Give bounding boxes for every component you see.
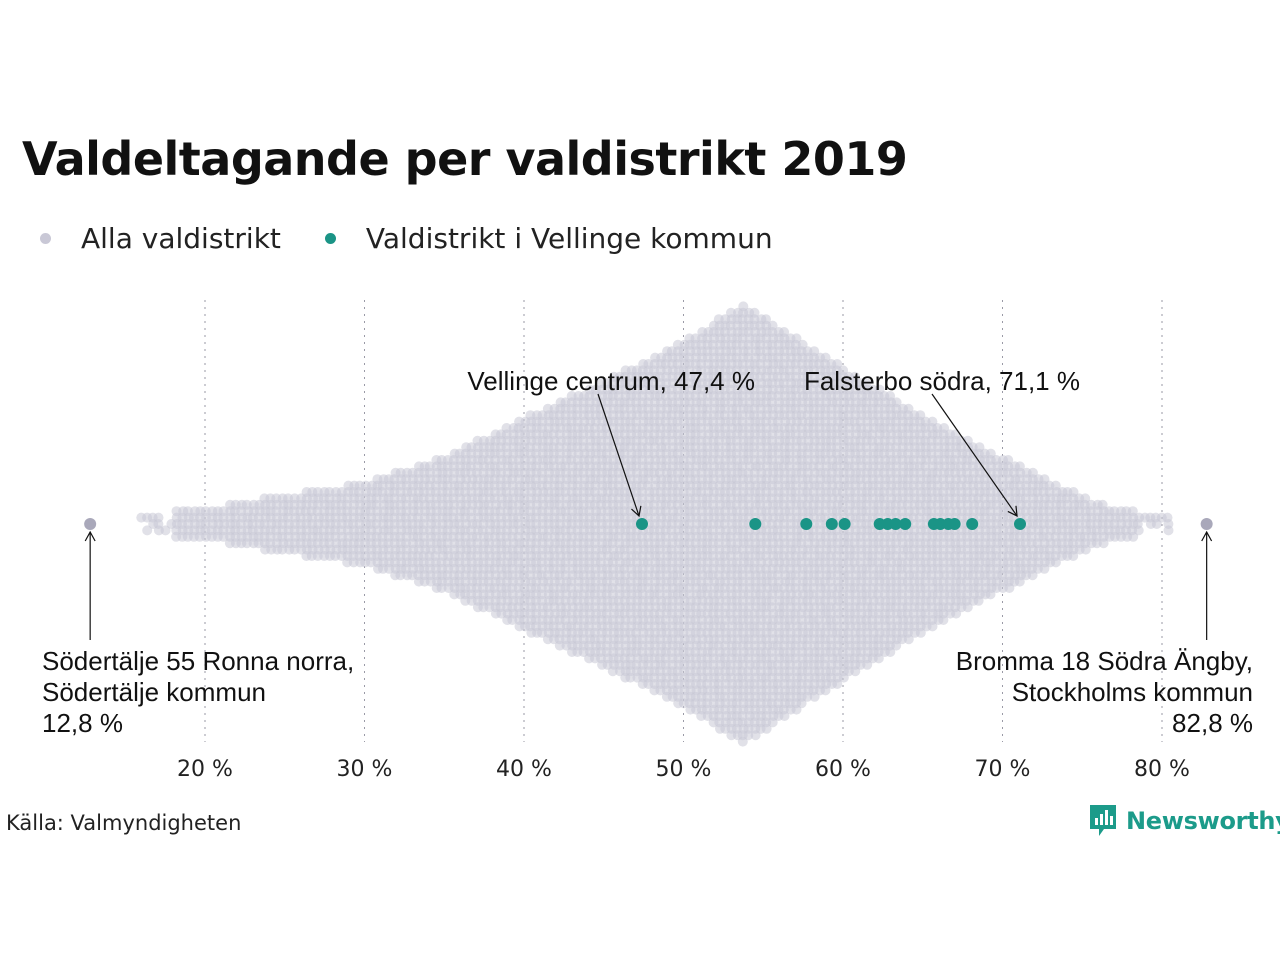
legend-label-vellinge: Valdistrikt i Vellinge kommun xyxy=(365,222,773,255)
point-vellinge xyxy=(825,518,838,530)
annotation-vellinge-centrum: Vellinge centrum, 47,4 % xyxy=(467,366,755,396)
swarm-point xyxy=(142,525,153,536)
swarm-point xyxy=(915,627,926,638)
x-tick-label-40: 40 % xyxy=(496,757,552,782)
brand-name: Newsworthy xyxy=(1126,807,1280,835)
arrowhead xyxy=(1007,505,1018,518)
swarm-point xyxy=(507,615,518,625)
swarm-point xyxy=(761,723,772,734)
annotations: Vellinge centrum, 47,4 % Falsterbo södra,… xyxy=(42,366,1253,738)
swarm-point xyxy=(1068,551,1079,561)
swarm-point xyxy=(1080,544,1091,555)
point-vellinge xyxy=(889,518,902,530)
swarm-point xyxy=(938,615,949,625)
point-vellinge xyxy=(838,518,851,530)
points-vellinge xyxy=(636,518,1026,530)
arrowhead xyxy=(1201,530,1213,542)
swarm-point xyxy=(607,666,618,677)
point-vellinge xyxy=(1014,518,1026,530)
swarm-points-alla xyxy=(84,301,1213,747)
x-tick-label-60: 60 % xyxy=(815,757,871,782)
swarm-point xyxy=(436,583,447,593)
swarm-point xyxy=(779,711,790,721)
point-vellinge xyxy=(899,518,912,530)
swarm-point xyxy=(160,525,171,536)
swarm-point xyxy=(820,685,831,696)
swarm-point xyxy=(1163,525,1174,536)
arrow-vellinge-centrum xyxy=(597,393,640,517)
point-min-sodertalje xyxy=(84,518,97,530)
point-vellinge xyxy=(749,518,762,530)
legend-item-vellinge: Valdistrikt i Vellinge kommun xyxy=(324,222,773,255)
swarm-point xyxy=(743,730,754,741)
annotation-bromma: Bromma 18 Södra Ängby, Stockholms kommun 8… xyxy=(956,646,1253,738)
arrow-falsterbo-sodra xyxy=(931,393,1018,517)
swarm-point xyxy=(767,717,778,728)
source-note: Källa: Valmyndigheten xyxy=(6,811,242,835)
point-vellinge xyxy=(966,518,979,530)
arrowhead xyxy=(84,530,96,542)
swarm-point xyxy=(802,691,813,702)
swarm-point xyxy=(1014,576,1025,587)
point-vellinge xyxy=(636,518,648,530)
x-tick-label-50: 50 % xyxy=(656,757,712,782)
x-tick-label-20: 20 % xyxy=(177,757,233,782)
chart-title: Valdeltagande per valdistrikt 2019 xyxy=(22,132,908,186)
swarm-point xyxy=(832,679,843,689)
swarm-point xyxy=(873,653,884,664)
swarm-point xyxy=(927,621,938,632)
swarm-point xyxy=(277,544,288,555)
swarm-point xyxy=(903,634,914,645)
annotation-falsterbo-sodra: Falsterbo södra, 71,1 % xyxy=(804,366,1080,396)
brand[interactable]: Newsworthy xyxy=(1088,803,1280,839)
swarm-point xyxy=(885,647,896,657)
swarm-point xyxy=(1039,563,1050,574)
x-tick-label-80: 80 % xyxy=(1134,757,1190,782)
legend-label-alla: Alla valdistrikt xyxy=(81,222,281,255)
point-vellinge xyxy=(800,518,813,530)
arrowhead xyxy=(631,505,642,518)
swarm-point xyxy=(1050,557,1061,568)
swarm-point xyxy=(1098,538,1109,549)
annotation-sodertalje: Södertälje 55 Ronna norra, Södertälje kom… xyxy=(42,646,354,738)
x-tick-label-30: 30 % xyxy=(337,757,393,782)
point-max-bromma xyxy=(1200,518,1213,530)
x-tick-label-70: 70 % xyxy=(975,757,1031,782)
swarm-point xyxy=(1133,525,1144,536)
x-axis-tick-labels: 20 % 30 % 40 % 50 % 60 % 70 % 80 % xyxy=(177,757,1190,782)
legend-item-alla: Alla valdistrikt xyxy=(40,222,281,255)
point-vellinge xyxy=(948,518,961,530)
legend: Alla valdistrikt Valdistrikt i Vellinge … xyxy=(40,222,817,255)
newsworthy-logo-icon xyxy=(1090,805,1116,836)
swarm-point xyxy=(625,672,636,683)
swarm-point xyxy=(796,698,807,709)
legend-marker-alla xyxy=(40,233,51,244)
legend-marker-vellinge xyxy=(324,233,336,244)
swarm-point xyxy=(973,595,984,606)
swarm-point xyxy=(891,640,902,651)
swarm-point xyxy=(985,589,996,600)
